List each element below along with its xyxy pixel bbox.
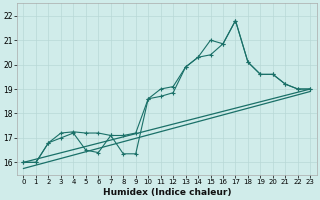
X-axis label: Humidex (Indice chaleur): Humidex (Indice chaleur)	[103, 188, 231, 197]
